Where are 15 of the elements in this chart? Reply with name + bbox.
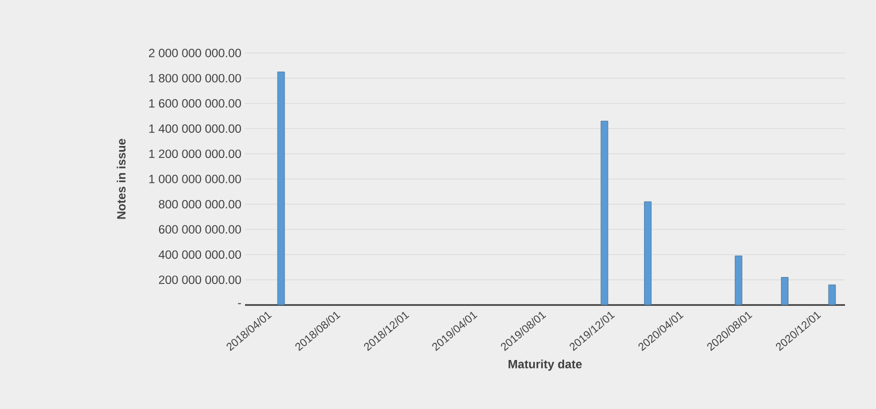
y-tick-label: 1 400 000 000.00 [149,124,241,133]
x-axis-title: Maturity date [508,360,582,371]
y-tick-label: 600 000 000.00 [158,225,241,234]
bar [644,201,652,305]
y-tick-label: 800 000 000.00 [158,200,241,208]
y-tick-label: 200 000 000.00 [158,276,241,284]
y-tick-label: 1 200 000 000.00 [149,150,241,158]
bar [781,277,788,305]
y-axis-title: Notes in issue [116,138,126,219]
y-tick-label: 1 800 000 000.00 [149,74,241,82]
y-tick-label: 2 000 000 000.00 [149,48,241,58]
y-tick-label: 1 600 000 000.00 [149,99,241,108]
y-tick-label: 1 000 000 000.00 [149,174,241,184]
y-tick-label: - [238,303,241,304]
y-tick-label: 400 000 000.00 [158,250,241,259]
